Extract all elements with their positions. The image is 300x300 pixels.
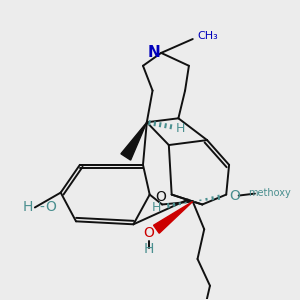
Text: methoxy: methoxy xyxy=(248,188,291,198)
Text: O: O xyxy=(46,200,57,214)
Text: O: O xyxy=(143,226,154,240)
Text: H: H xyxy=(152,201,161,214)
Text: H: H xyxy=(143,242,154,256)
Text: O: O xyxy=(155,190,166,204)
Text: H: H xyxy=(23,200,33,214)
Text: H: H xyxy=(176,122,185,135)
Text: CH₃: CH₃ xyxy=(197,31,218,41)
Text: O: O xyxy=(229,189,240,202)
Polygon shape xyxy=(121,122,147,160)
Text: -: - xyxy=(39,200,44,214)
Text: N: N xyxy=(147,45,160,60)
Polygon shape xyxy=(154,202,193,233)
